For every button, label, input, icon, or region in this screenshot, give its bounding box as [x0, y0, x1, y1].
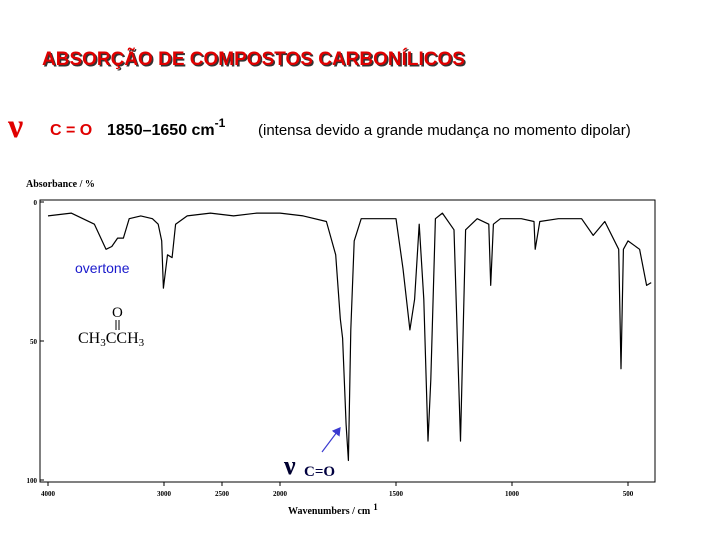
- x-label-sup: 1: [373, 502, 378, 512]
- x-tick-label: 4000: [41, 490, 56, 498]
- x-tick-label: 2500: [215, 490, 230, 498]
- title: ABSORÇÃO DE COMPOSTOS CARBONÍLICOS: [42, 48, 465, 70]
- formula-sub: 3: [100, 337, 106, 349]
- x-tick-label: 1000: [505, 490, 520, 498]
- overtone-label: overtone: [75, 260, 130, 276]
- y-tick-label: 50: [30, 338, 38, 346]
- peak-symbol: ν: [283, 451, 296, 480]
- x-axis-label: Wavenumbers / cm 1: [288, 502, 378, 517]
- molecule: CH3CCH3: [78, 330, 145, 349]
- x-tick-label: 3000: [157, 490, 172, 498]
- x-tick-label: 500: [623, 490, 634, 498]
- range: 1850–1650 cm-1: [107, 116, 226, 139]
- formula-part: CCH: [106, 330, 139, 347]
- note: (intensa devido a grande mudança no mome…: [258, 122, 631, 139]
- peak-arrow: [321, 427, 341, 453]
- formula-part: CH: [78, 330, 101, 347]
- spectrum-line: [47, 212, 652, 462]
- x-tick-label: 1500: [389, 490, 404, 498]
- x-tick-label: 2000: [273, 490, 288, 498]
- nu-symbol: ν: [7, 108, 23, 145]
- y-axis-label: Absorbance / %: [26, 179, 95, 190]
- range-text: 1850–1650 cm: [107, 122, 215, 139]
- y-tick-label: 100: [27, 477, 38, 485]
- molecule-top: O: [112, 305, 123, 321]
- peak-group: C=O: [304, 464, 335, 480]
- group: C = O: [50, 122, 92, 139]
- range-sup: -1: [215, 116, 226, 130]
- y-tick-label: 0: [34, 199, 38, 207]
- x-label-text: Wavenumbers / cm: [288, 506, 371, 517]
- formula-sub: 3: [139, 337, 145, 349]
- title-shadow: ABSORÇÃO DE COMPOSTOS CARBONÍLICOS: [44, 50, 467, 72]
